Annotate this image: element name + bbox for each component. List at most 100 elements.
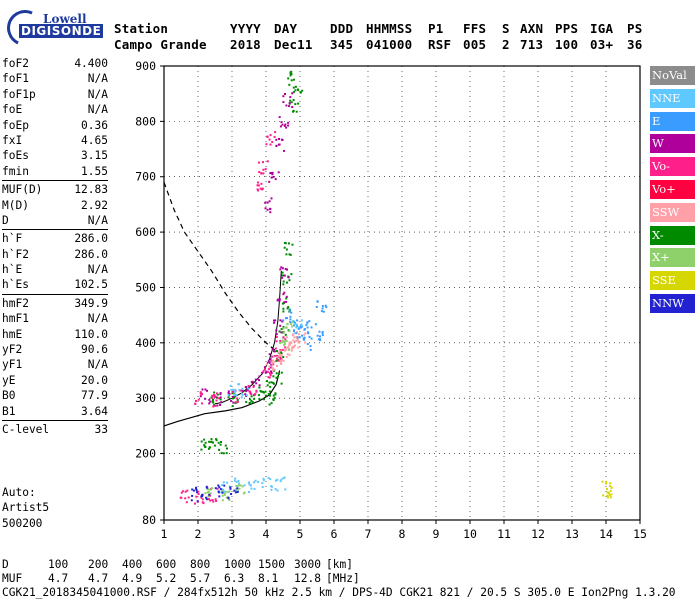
data-point-ssw [278, 350, 281, 352]
data-point-w [289, 96, 292, 99]
data-point-vo [266, 160, 269, 163]
param-value: 77.9 [81, 389, 108, 403]
param-row: fmin 1.55 [2, 164, 108, 179]
data-point-vo [264, 168, 267, 171]
data-point-nne [234, 388, 237, 391]
header-row2-cell: 2018 [230, 37, 261, 52]
data-point-sse [609, 489, 612, 492]
data-point-w [264, 366, 266, 369]
legend-item-nne: NNE [650, 88, 695, 108]
data-point-w [284, 268, 287, 270]
data-point-nne [229, 384, 232, 387]
data-point-w [230, 399, 233, 402]
data-point-x [212, 441, 214, 444]
data-point-x [290, 101, 293, 104]
data-point-nnw [234, 491, 237, 494]
data-point-w [275, 333, 278, 336]
data-point-x [264, 394, 267, 397]
header-row2-cell: 005 [463, 37, 487, 52]
electron-density-profile-curve [163, 370, 281, 427]
data-point-vo [237, 400, 239, 403]
echo-trace-line [214, 270, 282, 405]
data-point-x [291, 325, 293, 328]
footer-value: 4.7 [88, 572, 109, 585]
data-point-w [264, 371, 267, 374]
data-point-x [225, 496, 228, 499]
data-point-ssw [272, 367, 275, 370]
data-point-x [294, 103, 297, 106]
data-point-sse [606, 494, 609, 497]
data-point-vo [217, 397, 220, 400]
data-point-x [286, 323, 289, 326]
data-point-x [291, 321, 294, 324]
data-point-sse [605, 480, 608, 483]
data-point-ssw [272, 361, 275, 364]
data-point-x [241, 485, 244, 488]
x-tick-label: 11 [497, 527, 511, 541]
data-point-ssw [298, 333, 300, 336]
data-point-x [282, 307, 285, 310]
data-point-nne [270, 485, 273, 488]
data-point-nne [235, 480, 238, 483]
data-point-x [294, 85, 297, 88]
data-point-x [272, 394, 275, 397]
data-point-w [270, 371, 273, 374]
data-point-w [251, 381, 254, 384]
data-point-vo [273, 135, 276, 138]
data-point-x [245, 401, 248, 403]
data-point-x [287, 348, 290, 351]
data-point-vo [201, 498, 204, 501]
data-point-x [235, 401, 238, 404]
param-row: B1 3.64 [2, 404, 108, 419]
data-point-x [294, 89, 297, 92]
data-point-nnw [229, 486, 232, 489]
data-point-w [287, 121, 290, 124]
param-value: N/A [87, 72, 108, 86]
data-point-nnw [195, 489, 198, 492]
data-point-e [305, 324, 308, 326]
data-point-ssw [289, 343, 292, 346]
data-point-ssw [290, 349, 293, 352]
data-point-x [228, 499, 231, 502]
y-tick-label: 800 [135, 114, 156, 128]
data-point-nnw [205, 496, 208, 499]
data-point-vo [250, 393, 253, 396]
x-tick-label: 7 [365, 527, 372, 541]
data-point-ssw [273, 368, 276, 371]
header-row2-cell: 03+ [590, 37, 614, 52]
data-point-e [306, 321, 309, 324]
data-point-vo [200, 496, 203, 499]
header-row2-cell: 713 [520, 37, 544, 52]
data-point-nne [238, 383, 241, 386]
data-point-w [201, 388, 204, 391]
data-point-x [268, 403, 271, 406]
data-point-w [270, 176, 273, 179]
data-point-ssw [294, 344, 296, 347]
header-row2-cell: 345 [330, 37, 354, 52]
data-point-sse [610, 496, 613, 499]
data-point-nne [223, 490, 226, 493]
data-point-vo [267, 368, 270, 371]
data-point-w [281, 267, 284, 270]
data-point-x [227, 396, 230, 399]
data-point-e [321, 332, 324, 335]
data-point-e [321, 305, 324, 308]
data-point-x [284, 333, 287, 336]
data-point-x [200, 440, 203, 443]
data-point-e [316, 300, 319, 303]
data-point-nne [221, 484, 224, 486]
param-name: h`Es [2, 278, 29, 292]
data-point-x [292, 91, 295, 94]
data-point-w [280, 331, 283, 334]
header-row2-cell: 36 [627, 37, 643, 52]
data-point-vo [181, 490, 184, 493]
data-point-vo [266, 371, 269, 373]
param-row: foEs 3.15 [2, 148, 108, 163]
data-point-nnw [195, 486, 197, 489]
data-point-w [278, 138, 280, 140]
data-point-vo [197, 398, 200, 401]
param-row: yF1 N/A [2, 357, 108, 372]
auto-label: Auto: [2, 486, 36, 499]
data-point-x [286, 307, 289, 310]
data-point-vo [269, 373, 272, 376]
